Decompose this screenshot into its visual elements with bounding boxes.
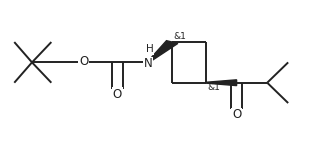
Text: H: H bbox=[146, 44, 153, 54]
Text: &1: &1 bbox=[207, 83, 220, 92]
Text: O: O bbox=[79, 55, 88, 68]
Text: O: O bbox=[113, 88, 122, 101]
Text: N: N bbox=[144, 57, 152, 70]
Polygon shape bbox=[206, 80, 237, 86]
Text: &1: &1 bbox=[173, 32, 186, 41]
Text: O: O bbox=[232, 108, 241, 121]
Polygon shape bbox=[147, 41, 178, 63]
